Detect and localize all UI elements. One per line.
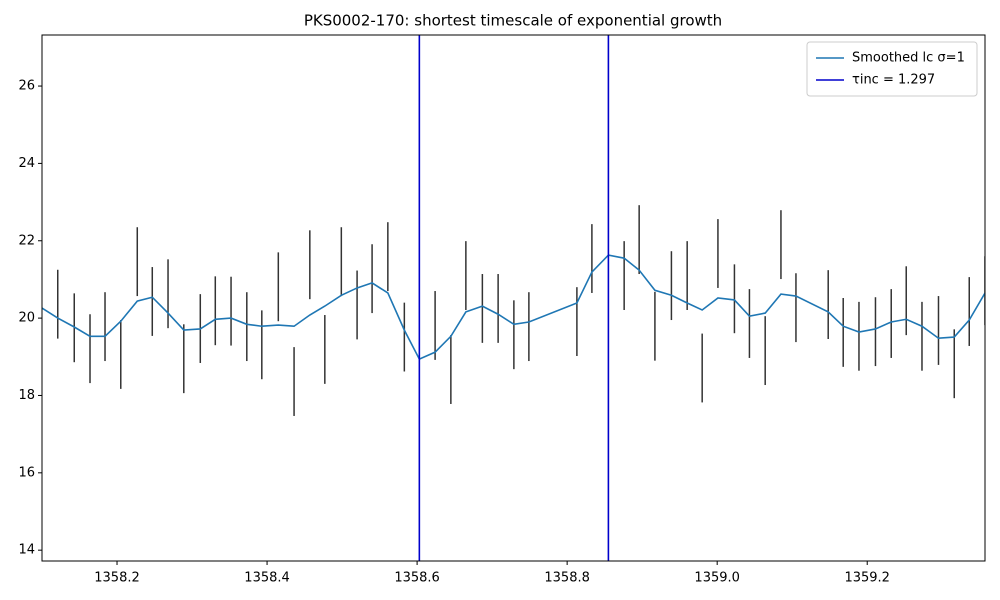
plot-frame (41, 34, 986, 562)
y-tick-label: 18 (18, 388, 35, 403)
y-tick-label: 14 (18, 543, 35, 558)
x-tick-label: 1358.8 (544, 571, 590, 586)
legend-box (806, 41, 978, 97)
x-tick-label: 1359.2 (844, 571, 890, 586)
y-tick-label: 20 (18, 311, 35, 326)
x-tick-label: 1358.6 (394, 571, 440, 586)
legend-label: Smoothed lc σ=1 (852, 51, 965, 66)
x-tick-label: 1358.4 (244, 571, 290, 586)
y-tick-label: 24 (18, 156, 35, 171)
legend-label: τinc = 1.297 (852, 73, 935, 88)
plot-area (42, 35, 985, 561)
y-tick-label: 16 (18, 465, 35, 480)
x-tick-label: 1359.0 (694, 571, 740, 586)
y-tick-label: 26 (18, 79, 35, 94)
y-tick-label: 22 (18, 233, 35, 248)
chart-title: PKS0002-170: shortest timescale of expon… (304, 12, 722, 30)
smoothed-line (42, 254, 985, 361)
x-tick-label: 1358.2 (94, 571, 140, 586)
